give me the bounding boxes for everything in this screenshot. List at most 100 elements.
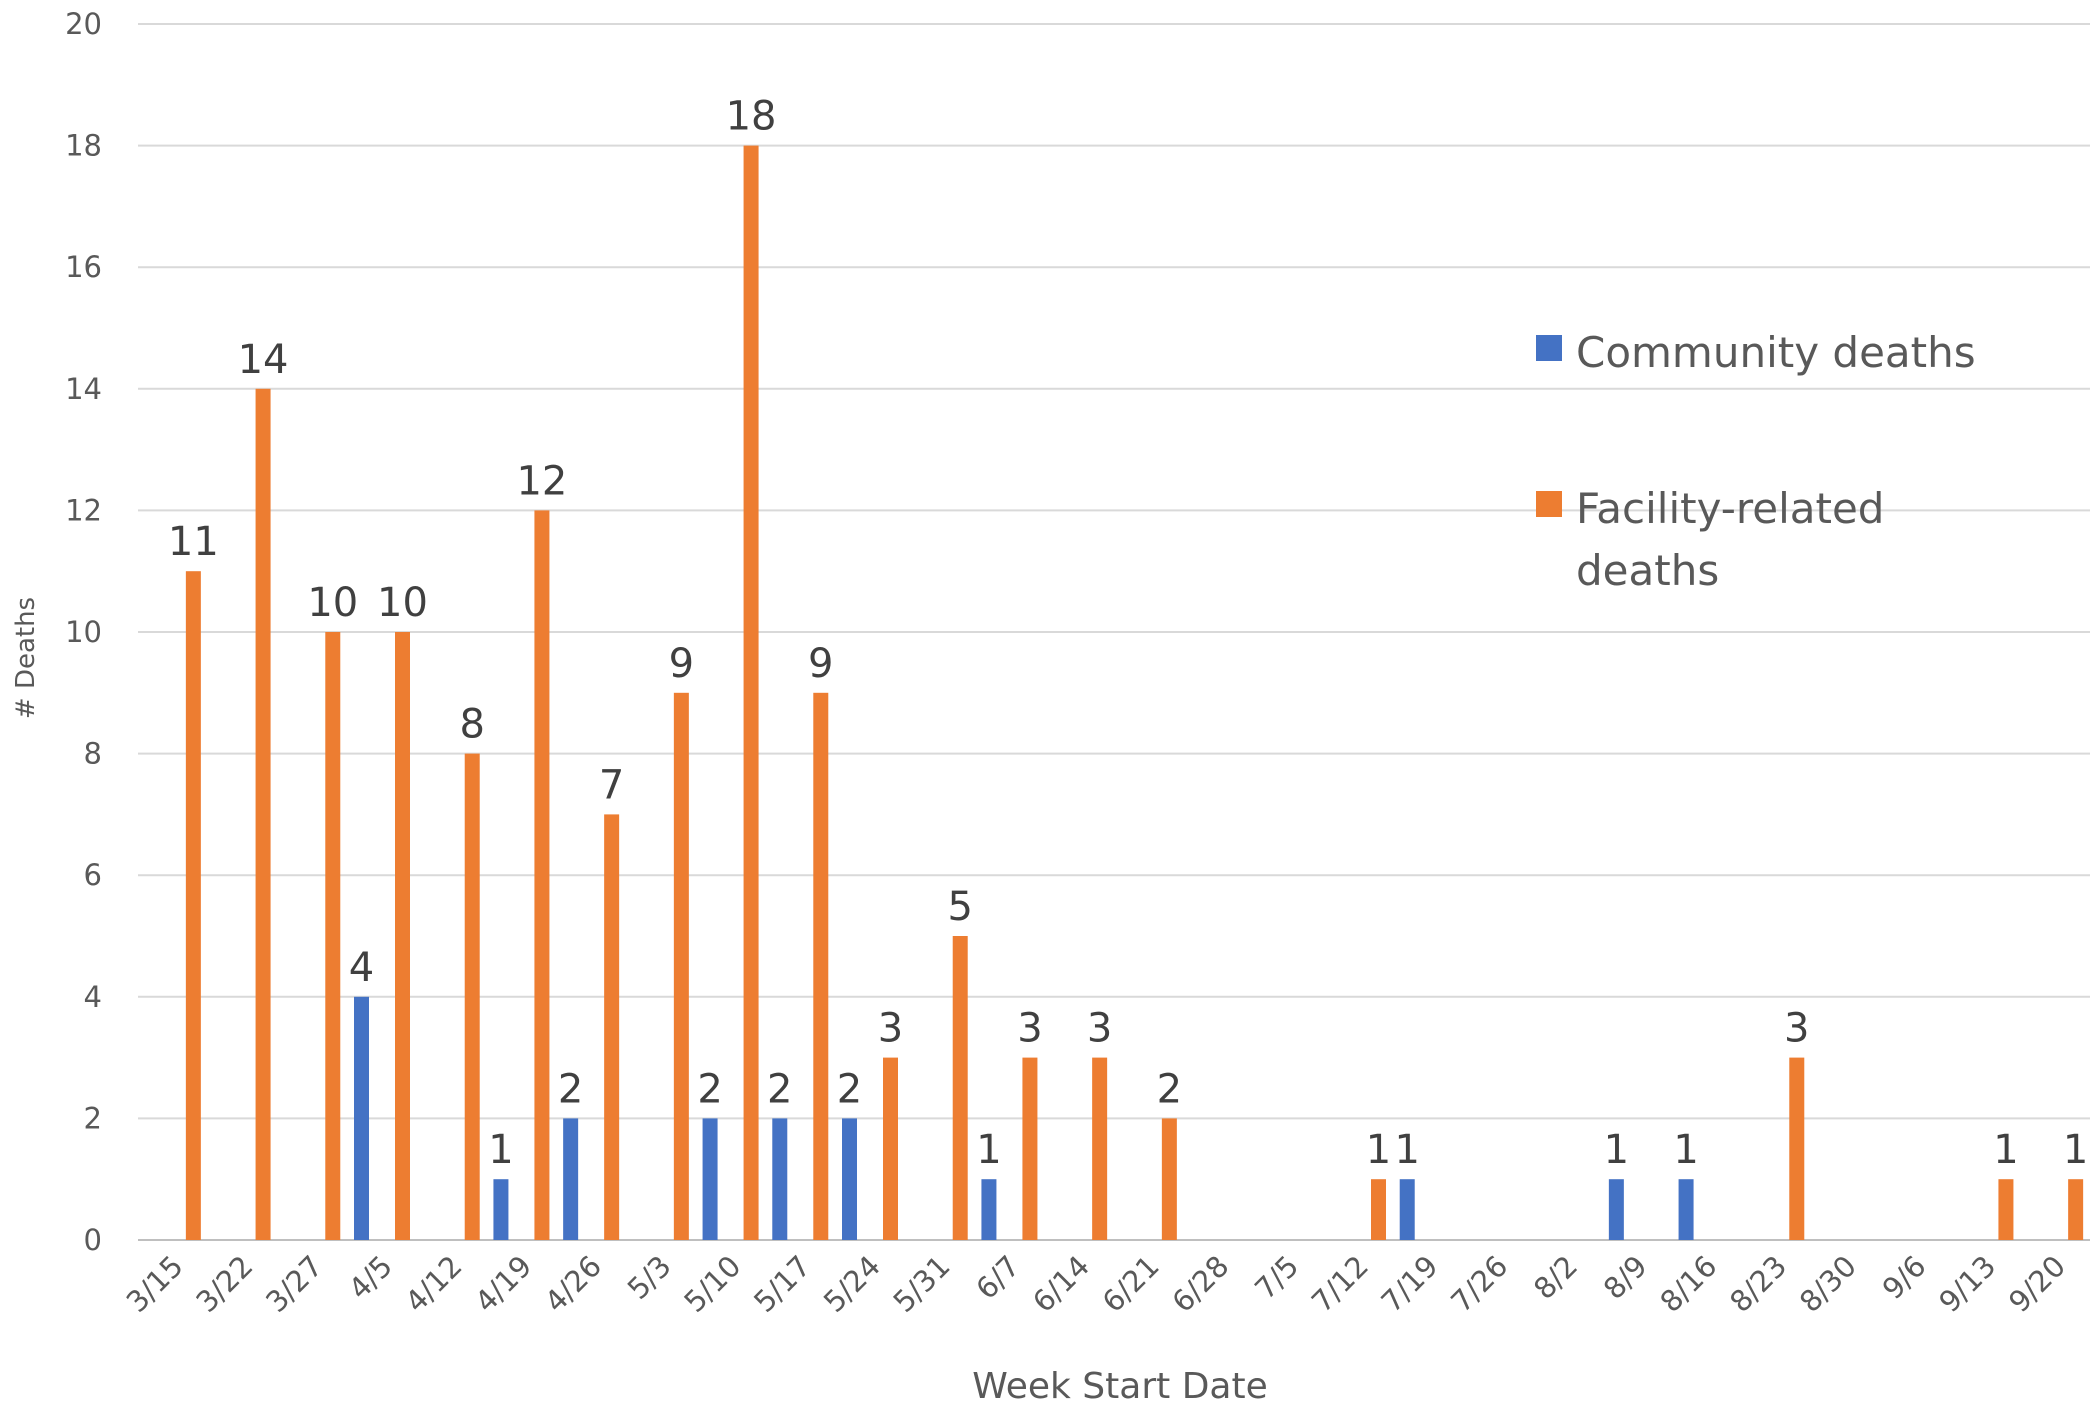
x-tick-label: 8/30	[1793, 1249, 1863, 1319]
x-tick-label: 8/16	[1653, 1249, 1723, 1319]
data-label: 5	[947, 884, 972, 930]
data-label: 9	[669, 641, 694, 687]
data-label: 1	[976, 1127, 1001, 1173]
bar	[325, 632, 341, 1240]
bar	[842, 1118, 857, 1240]
x-tick-label: 8/23	[1723, 1249, 1793, 1319]
data-label: 2	[1157, 1066, 1182, 1112]
x-tick-label: 5/17	[747, 1249, 817, 1319]
bar	[1092, 1057, 1108, 1240]
data-label: 2	[697, 1066, 722, 1112]
x-tick-label: 9/20	[2002, 1249, 2072, 1319]
x-tick-label: 6/21	[1096, 1249, 1166, 1319]
x-tick-label: 3/22	[189, 1249, 259, 1319]
y-axis-title: # Deaths	[11, 597, 41, 719]
x-tick-label: 5/3	[621, 1249, 678, 1306]
y-tick-label: 2	[84, 1101, 102, 1135]
x-tick-label: 4/12	[399, 1249, 469, 1319]
bar	[1161, 1118, 1177, 1240]
legend: Community deaths Facility-related deaths	[1536, 328, 1976, 595]
bar	[1022, 1057, 1038, 1240]
data-label: 10	[377, 580, 428, 626]
x-tick-label: 6/7	[969, 1249, 1026, 1306]
gridlines	[138, 23, 2090, 1241]
data-label: 4	[349, 945, 374, 991]
x-tick-label: 4/5	[342, 1249, 399, 1306]
bar	[673, 692, 689, 1240]
bar	[1998, 1179, 2014, 1240]
data-label: 2	[767, 1066, 792, 1112]
x-tick-label: 9/13	[1932, 1249, 2002, 1319]
bar	[1371, 1179, 1386, 1240]
bar	[563, 1118, 579, 1240]
data-label: 9	[808, 641, 833, 687]
data-label: 10	[307, 580, 358, 626]
x-tick-label: 8/9	[1597, 1249, 1654, 1306]
y-tick-label: 18	[65, 129, 102, 163]
bar	[354, 996, 369, 1240]
legend-label: Facility-related deaths	[1576, 484, 1884, 595]
x-tick-label: 7/19	[1375, 1249, 1445, 1319]
x-axis-ticks: 3/15 3/22 3/27 4/5 4/12 4/19 4/26 5/3 5/10 5/17 5/…	[120, 1249, 2072, 1319]
x-tick-label: 5/10	[677, 1249, 747, 1319]
bar	[604, 814, 620, 1240]
bar	[255, 388, 271, 1240]
data-label: 12	[516, 458, 567, 504]
x-tick-label: 4/26	[538, 1249, 608, 1319]
legend-swatch	[1536, 335, 1562, 361]
y-tick-label: 12	[65, 493, 102, 527]
data-label: 1	[1673, 1127, 1698, 1173]
data-label: 1	[1604, 1127, 1629, 1173]
data-label: 1	[1394, 1127, 1419, 1173]
data-label: 3	[1017, 1006, 1042, 1052]
data-label: 7	[599, 762, 624, 808]
x-tick-label: 8/2	[1527, 1249, 1584, 1306]
bar	[2068, 1179, 2084, 1240]
bar	[493, 1179, 509, 1240]
y-tick-label: 6	[84, 858, 102, 892]
bar	[1608, 1179, 1624, 1240]
data-label: 2	[837, 1066, 862, 1112]
data-label: 14	[238, 337, 289, 383]
x-tick-label: 7/12	[1305, 1249, 1375, 1319]
data-label: 1	[1993, 1127, 2018, 1173]
x-tick-label: 5/31	[887, 1249, 957, 1319]
y-tick-label: 0	[84, 1223, 102, 1257]
x-tick-label: 3/27	[259, 1249, 329, 1319]
y-tick-label: 10	[65, 615, 102, 649]
x-tick-label: 7/5	[1248, 1249, 1305, 1306]
data-label: 1	[2063, 1127, 2088, 1173]
bar	[883, 1057, 898, 1240]
bar	[952, 936, 968, 1240]
x-tick-label: 4/19	[468, 1249, 538, 1319]
legend-swatch	[1536, 491, 1562, 517]
x-tick-label: 9/6	[1876, 1249, 1933, 1306]
bar	[1399, 1179, 1415, 1240]
bar	[981, 1179, 997, 1240]
bar	[185, 571, 201, 1240]
data-label: 1	[1366, 1127, 1391, 1173]
bar	[1678, 1179, 1694, 1240]
y-axis-ticks: 0 2 4 6 8 10 12 14 16 18 20	[65, 7, 102, 1257]
y-tick-label: 20	[65, 7, 102, 41]
bar	[813, 692, 829, 1240]
y-tick-label: 16	[65, 250, 102, 284]
data-label: 3	[1087, 1006, 1112, 1052]
bar	[743, 145, 759, 1241]
bar	[772, 1118, 788, 1240]
legend-label: Community deaths	[1576, 328, 1976, 377]
y-tick-label: 8	[84, 737, 102, 771]
bars	[185, 145, 2084, 1241]
x-tick-label: 6/14	[1026, 1249, 1096, 1319]
x-tick-label: 5/24	[817, 1249, 887, 1319]
bar	[464, 753, 480, 1240]
data-label: 2	[558, 1066, 583, 1112]
data-label: 11	[168, 519, 219, 565]
bar	[702, 1118, 718, 1240]
data-label: 1	[488, 1127, 513, 1173]
bar	[1789, 1057, 1805, 1240]
data-label: 8	[459, 702, 484, 748]
